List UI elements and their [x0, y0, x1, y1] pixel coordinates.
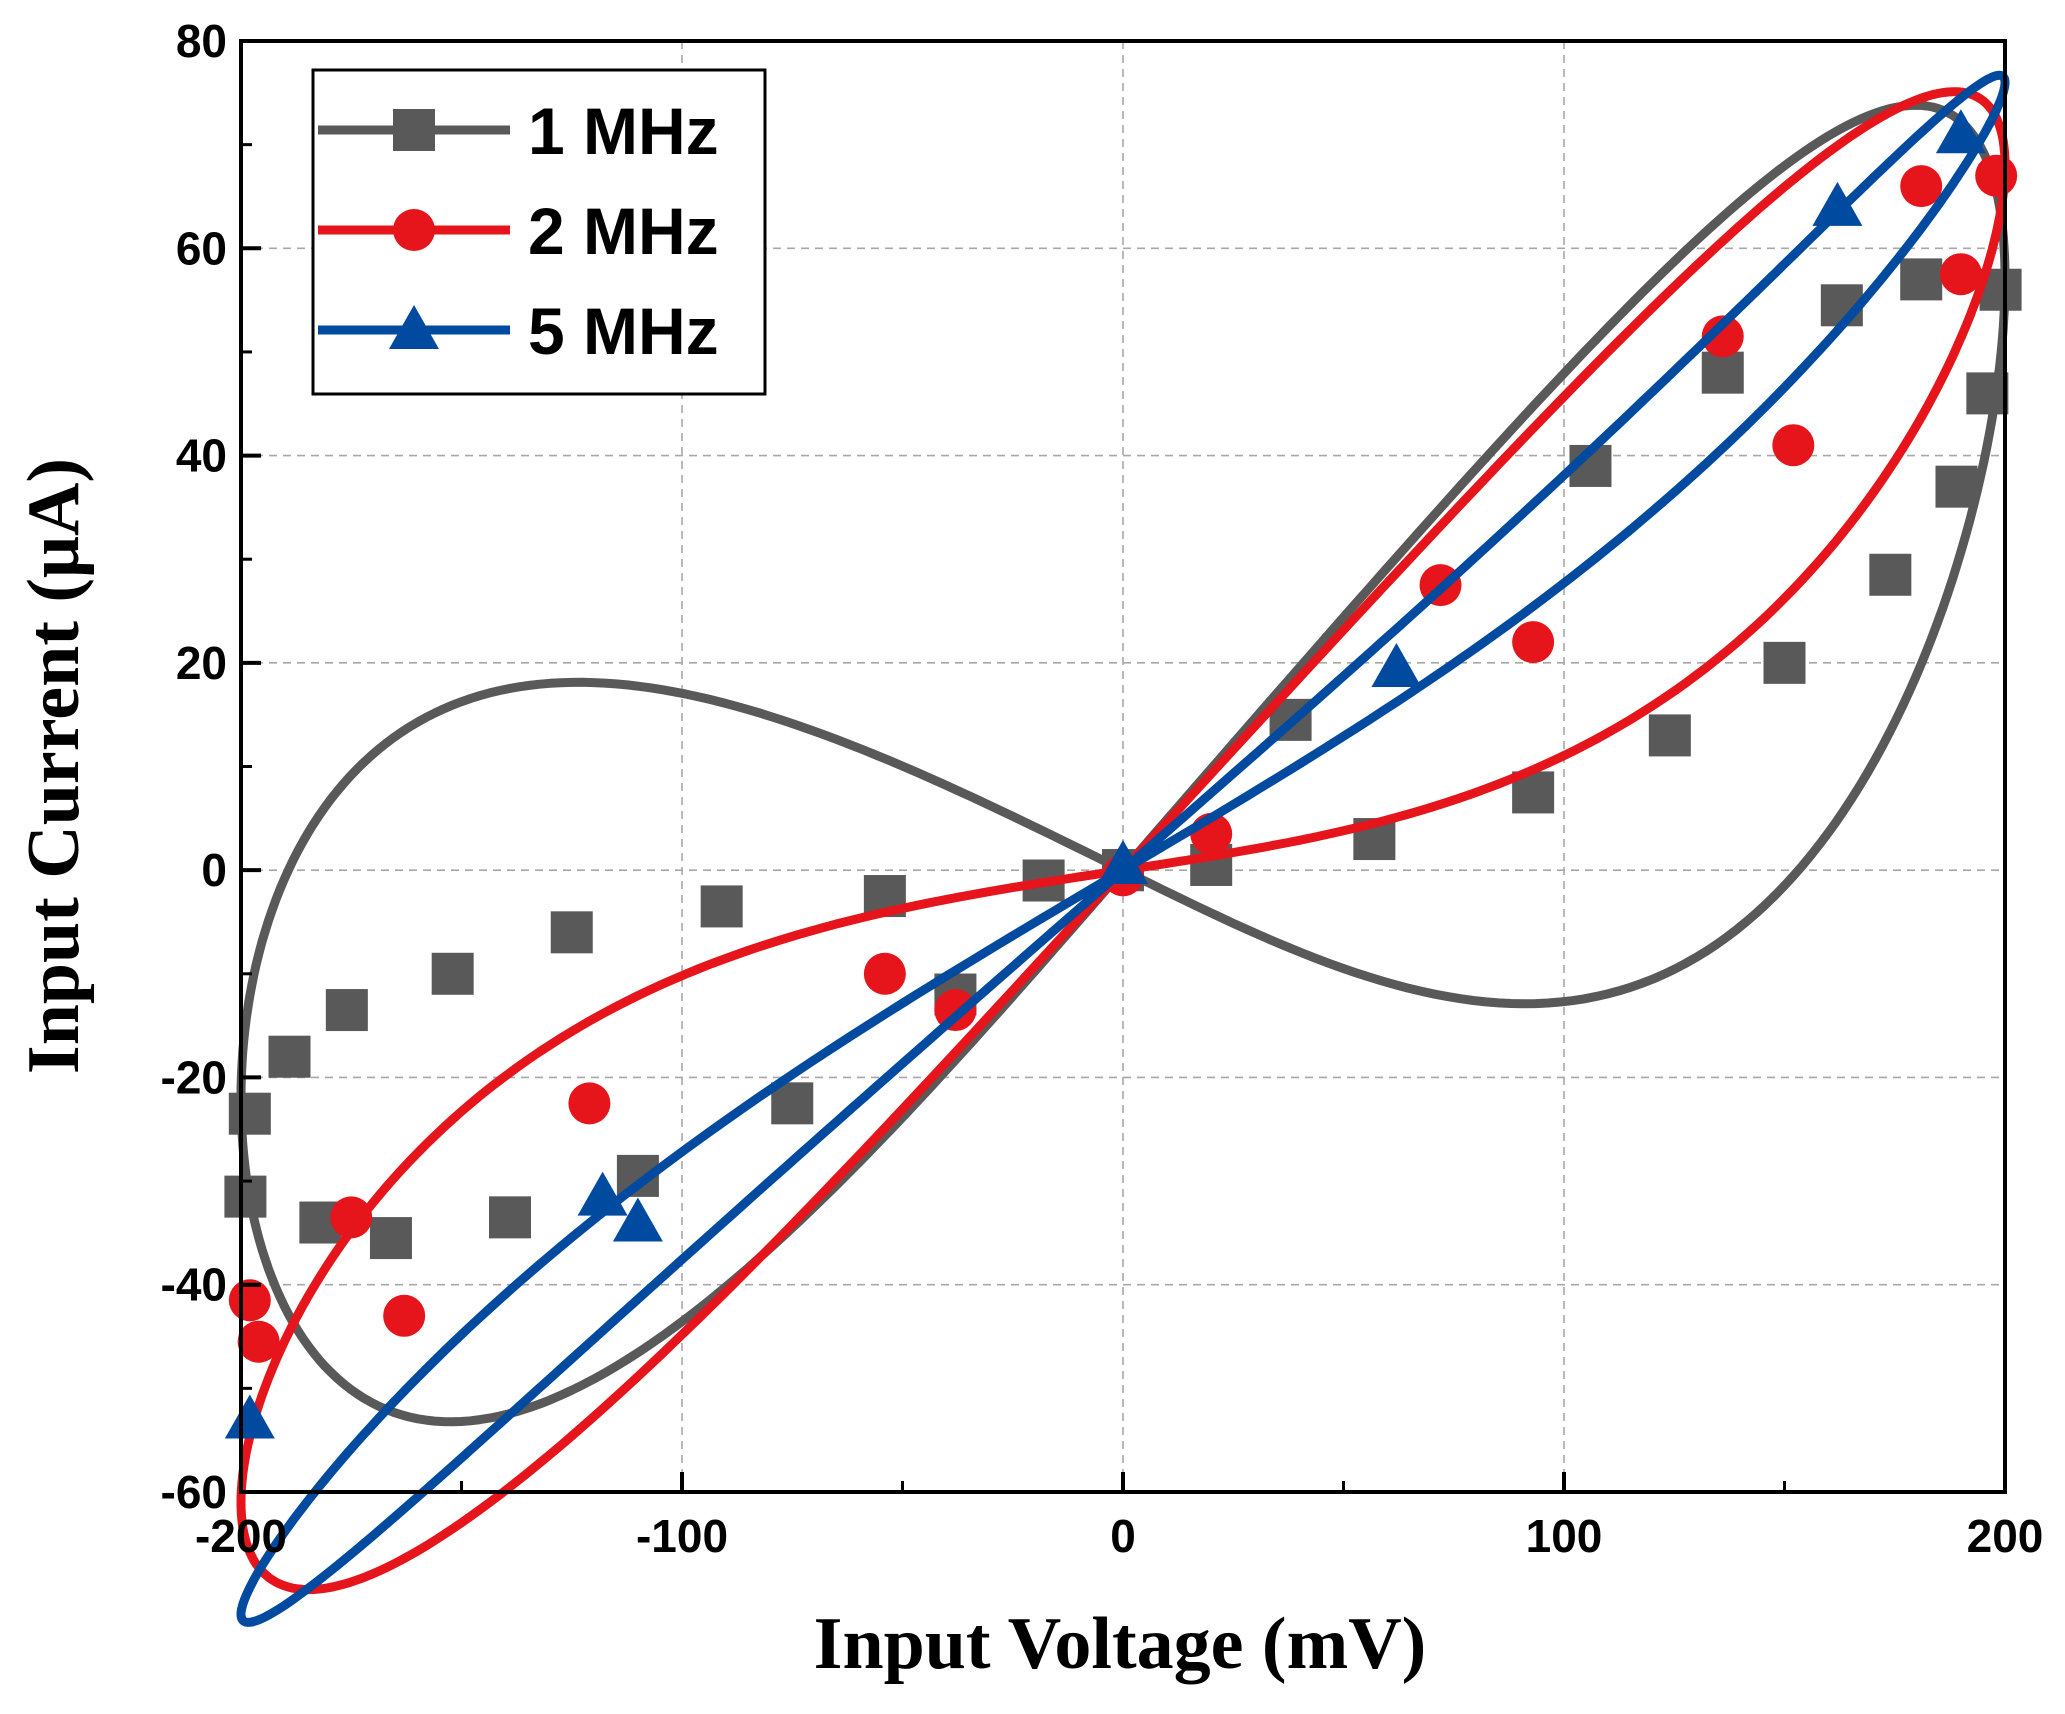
data-point [1772, 424, 1815, 467]
data-point [228, 1092, 271, 1135]
data-point [1512, 621, 1555, 664]
data-point [1371, 643, 1422, 688]
axis-ticks [239, 39, 2007, 1494]
data-point [325, 989, 368, 1032]
data-point [1763, 641, 1806, 684]
x-tick-label: 200 [1967, 1510, 2044, 1562]
legend-entry: 1 MHz [318, 94, 719, 168]
legend-label: 5 MHz [528, 294, 719, 368]
data-point [863, 952, 906, 995]
data-point [1966, 372, 2009, 415]
legend-entry: 5 MHz [318, 294, 719, 368]
y-tick-label: -60 [161, 1466, 227, 1518]
y-tick-label: 20 [176, 637, 227, 689]
data-point [1098, 839, 1148, 884]
legend-marker [393, 109, 435, 151]
data-point [1939, 253, 1982, 296]
data-point [1935, 465, 1978, 508]
legend-label: 2 MHz [528, 194, 719, 268]
data-point [568, 1082, 611, 1125]
data-point [237, 1320, 280, 1363]
y-tick-label: 0 [201, 844, 227, 896]
x-axis-title: Input Voltage (mV) [814, 1603, 1427, 1685]
y-tick-label: 80 [176, 15, 227, 67]
data-point [1701, 351, 1744, 394]
x-tick-label: -100 [636, 1510, 728, 1562]
y-tick-label: 40 [176, 430, 227, 482]
legend-entries: 1 MHz 2 MHz 5 MHz [318, 94, 719, 368]
data-point [1648, 714, 1691, 757]
legend-marker [393, 209, 435, 251]
x-tick-label: -200 [195, 1510, 287, 1562]
data-point [369, 1217, 412, 1260]
data-point [1869, 553, 1912, 596]
data-point [1935, 109, 1986, 154]
data-point [1812, 181, 1863, 226]
data-point [268, 1035, 311, 1078]
data-point [431, 952, 474, 995]
data-point [550, 911, 593, 954]
y-axis-title: Input Current (μA) [13, 458, 95, 1074]
data-point [577, 1171, 628, 1216]
data-point [1900, 165, 1943, 208]
data-point [224, 1175, 267, 1218]
x-tick-label: 0 [1110, 1510, 1136, 1562]
y-tick-label: 60 [176, 222, 227, 274]
legend-entry: 2 MHz [318, 194, 719, 268]
y-tick-label: -20 [161, 1051, 227, 1103]
legend-label: 1 MHz [528, 94, 719, 168]
data-point [383, 1294, 426, 1337]
data-point [330, 1196, 373, 1239]
y-tick-label: -40 [161, 1259, 227, 1311]
data-point [1975, 154, 2018, 197]
data-point [224, 1394, 275, 1439]
legend: 1 MHz 2 MHz 5 MHz [311, 68, 767, 396]
x-tick-label: 100 [1526, 1510, 1603, 1562]
data-point [612, 1197, 663, 1242]
data-point [489, 1196, 532, 1239]
series-layer [224, 70, 2022, 1627]
series-5-mhz [224, 70, 2010, 1627]
data-point [1900, 258, 1943, 301]
legend-marker [389, 305, 439, 349]
data-point [1701, 315, 1744, 358]
data-point [700, 885, 743, 928]
